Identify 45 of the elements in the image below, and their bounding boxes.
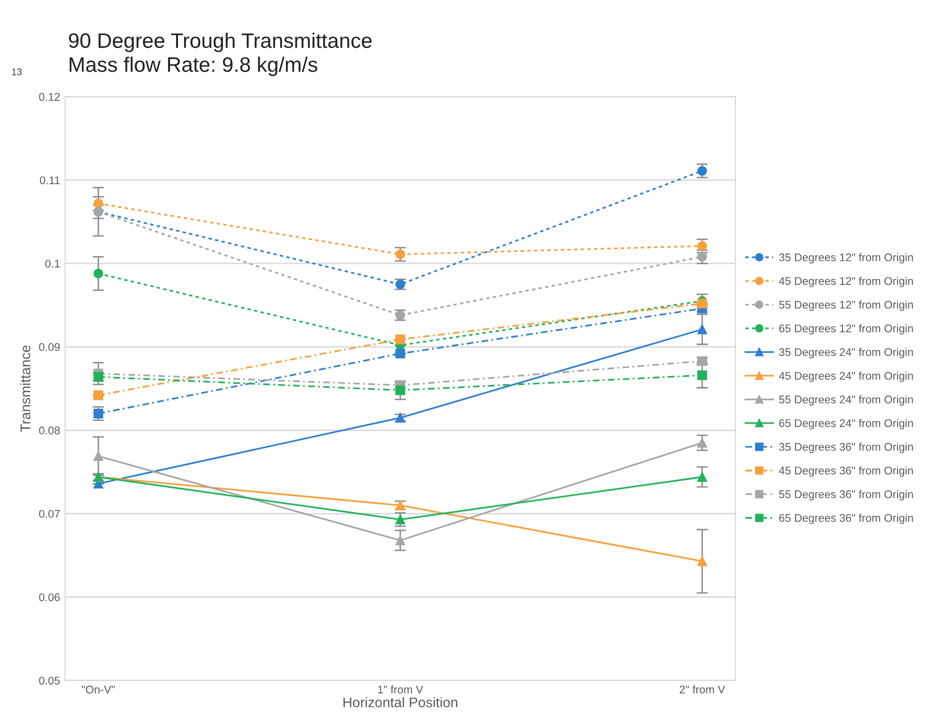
legend-label: 55 Degrees 24" from Origin (779, 395, 913, 406)
point (697, 370, 708, 380)
y-axis-title: Transmittance (20, 345, 30, 432)
point (93, 408, 104, 418)
y-tick-label: 0.11 (40, 176, 60, 184)
legend-label: 55 Degrees 12" from Origin (779, 300, 913, 311)
chart-title: 90 Degree Trough Transmittance Mass flow Rate: 9.8 kg/m/s (68, 32, 372, 76)
x-tick-label: 1" from V (378, 685, 424, 694)
x-tick-label: 2" from V (680, 685, 726, 694)
point (93, 198, 104, 208)
legend-label: 65 Degrees 12" from Origin (779, 324, 913, 335)
legend-label: 55 Degrees 36" from Origin (779, 490, 913, 500)
point (697, 324, 708, 334)
x-tick-label: "On-V" (82, 686, 115, 694)
point (697, 438, 708, 448)
y-tick-label: 0.1 (45, 260, 60, 268)
legend-label: 45 Degrees 36" from Origin (778, 466, 913, 477)
point (395, 348, 406, 358)
y-tick-label: 0.07 (39, 510, 60, 518)
y-tick-label: 0.12 (39, 92, 60, 101)
point (697, 556, 708, 566)
point (697, 298, 708, 308)
legend-label: 65 Degrees 24" from Origin (779, 418, 913, 430)
point (697, 166, 708, 176)
text: 13 (12, 68, 22, 76)
point (93, 451, 104, 461)
point (395, 514, 406, 524)
legend-label: 65 Degrees 36" from Origin (779, 514, 913, 524)
legend-label: 35 Degrees 36" from Origin (779, 442, 913, 453)
point (93, 268, 104, 278)
x-axis-title: Horizontal Position (344, 697, 458, 708)
legend-label: 35 Degrees 24" from Origin (779, 348, 913, 358)
point (697, 472, 708, 482)
point (395, 334, 406, 344)
legend-label: 45 Degrees 12" from Origin (778, 276, 913, 288)
y-tick-label: 0.06 (39, 593, 60, 602)
y-tick-label: 0.09 (39, 343, 60, 352)
y-tick-label: 0.05 (39, 676, 60, 685)
point (395, 385, 406, 396)
point (395, 536, 406, 546)
legend-label: 35 Degrees 12" from Origin (779, 253, 913, 264)
point (93, 390, 104, 400)
point (395, 249, 406, 260)
legend-label: 45 Degrees 24" from Origin (778, 372, 913, 382)
y-tick-label: 0.08 (39, 426, 60, 434)
